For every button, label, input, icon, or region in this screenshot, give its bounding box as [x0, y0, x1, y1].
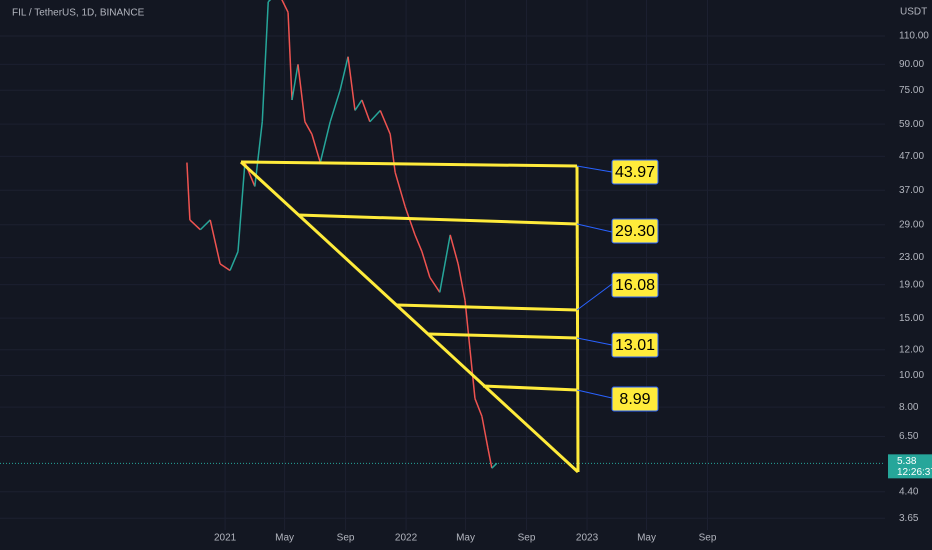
y-tick-label: 59.00 — [899, 119, 924, 130]
price-segment — [414, 234, 423, 252]
price-segment — [481, 416, 489, 449]
price-segment — [339, 56, 349, 91]
axis-unit: USDT — [900, 7, 927, 18]
price-segment — [394, 172, 406, 207]
price-segment — [319, 121, 331, 163]
x-tick-label: Sep — [699, 533, 717, 544]
y-tick-label: 19.00 — [899, 279, 924, 290]
price-segment — [369, 109, 381, 123]
x-tick-label: 2022 — [395, 533, 418, 544]
price-segment — [404, 206, 416, 236]
y-tick-label: 110.00 — [899, 31, 929, 42]
drawings — [239, 160, 613, 474]
price-segment — [329, 89, 341, 123]
callout-line — [576, 337, 613, 346]
drawing-line — [482, 384, 578, 392]
y-tick-label: 15.00 — [899, 313, 924, 324]
drawing-line — [396, 303, 578, 312]
y-tick-label: 75.00 — [899, 85, 924, 96]
drawing-line — [240, 160, 578, 168]
y-tick-label: 4.40 — [899, 486, 919, 497]
price-segment — [297, 64, 306, 122]
symbol-title: FIL / TetherUS, 1D, BINANCE — [12, 8, 145, 19]
price-segment — [291, 64, 299, 101]
y-tick-label: 12.00 — [899, 344, 924, 355]
last-price-box — [888, 454, 932, 479]
x-tick-label: May — [275, 533, 294, 544]
y-tick-label: 3.65 — [899, 513, 919, 524]
drawing-line — [427, 332, 578, 340]
callout-line — [576, 283, 613, 311]
price-segment — [379, 110, 391, 135]
callout-line — [576, 223, 613, 233]
price-segment — [429, 276, 441, 293]
price-segment — [464, 300, 471, 350]
y-tick-label: 6.50 — [899, 431, 919, 442]
last-price-label: 5.38 — [897, 456, 917, 467]
y-tick-label: 10.00 — [899, 370, 924, 381]
annotation-label: 8.99 — [619, 391, 650, 408]
annotation-box — [611, 332, 659, 358]
y-tick-label: 23.00 — [899, 252, 924, 263]
price-segment — [491, 462, 498, 469]
price-segment — [219, 263, 231, 272]
annotation-box — [611, 159, 659, 185]
price-segment — [237, 162, 246, 252]
price-segment — [267, 0, 272, 3]
x-tick-label: Sep — [337, 533, 355, 544]
callout-line — [576, 389, 613, 399]
annotation-label: 16.08 — [615, 277, 655, 294]
annotation-box — [611, 386, 659, 412]
price-segment — [487, 447, 493, 469]
y-tick-label: 8.00 — [899, 402, 919, 413]
price-segment — [199, 219, 211, 231]
price-segment — [347, 56, 356, 111]
price-segment — [361, 99, 371, 123]
annotation-box — [611, 272, 659, 298]
y-tick-label: 29.00 — [899, 219, 924, 230]
x-tick-label: May — [637, 533, 656, 544]
annotation-label: 29.30 — [615, 223, 655, 240]
price-segment — [229, 251, 239, 271]
price-segment — [311, 133, 322, 163]
price-segment — [354, 99, 363, 111]
price-segment — [474, 398, 483, 417]
price-segment — [281, 0, 289, 13]
price-axis — [886, 0, 932, 530]
drawing-line — [575, 165, 580, 473]
callout-line — [576, 165, 613, 173]
price-segment — [261, 1, 269, 122]
drawing-line — [239, 160, 580, 474]
x-tick-label: 2021 — [214, 533, 237, 544]
price-segment — [439, 234, 451, 293]
y-tick-label: 90.00 — [899, 59, 924, 70]
price-series — [186, 0, 498, 469]
y-tick-label: 37.00 — [899, 185, 924, 196]
x-tick-label: May — [456, 533, 475, 544]
grid — [0, 0, 885, 530]
annotation-label: 13.01 — [615, 337, 655, 354]
price-segment — [449, 234, 459, 265]
price-segment — [304, 121, 313, 135]
drawing-line — [297, 213, 578, 226]
annotation-box — [611, 218, 659, 244]
price-segment — [186, 162, 191, 221]
price-segment — [189, 219, 201, 231]
price-segment — [389, 134, 396, 173]
price-segment — [287, 12, 293, 101]
x-tick-label: 2023 — [576, 533, 599, 544]
x-tick-label: Sep — [518, 533, 536, 544]
countdown: 12:26:37 — [897, 467, 932, 478]
y-tick-label: 47.00 — [899, 151, 924, 162]
annotation-label: 43.97 — [615, 164, 655, 181]
price-segment — [421, 251, 431, 278]
price-segment — [457, 263, 466, 301]
price-segment — [209, 219, 221, 265]
axes: 110.00 90.00 75.00 59.00 47.00 37.00 29.00 23.0… — [214, 31, 932, 544]
annotations: 43.97 29.30 16.08 13.01 8.99 — [611, 159, 659, 412]
